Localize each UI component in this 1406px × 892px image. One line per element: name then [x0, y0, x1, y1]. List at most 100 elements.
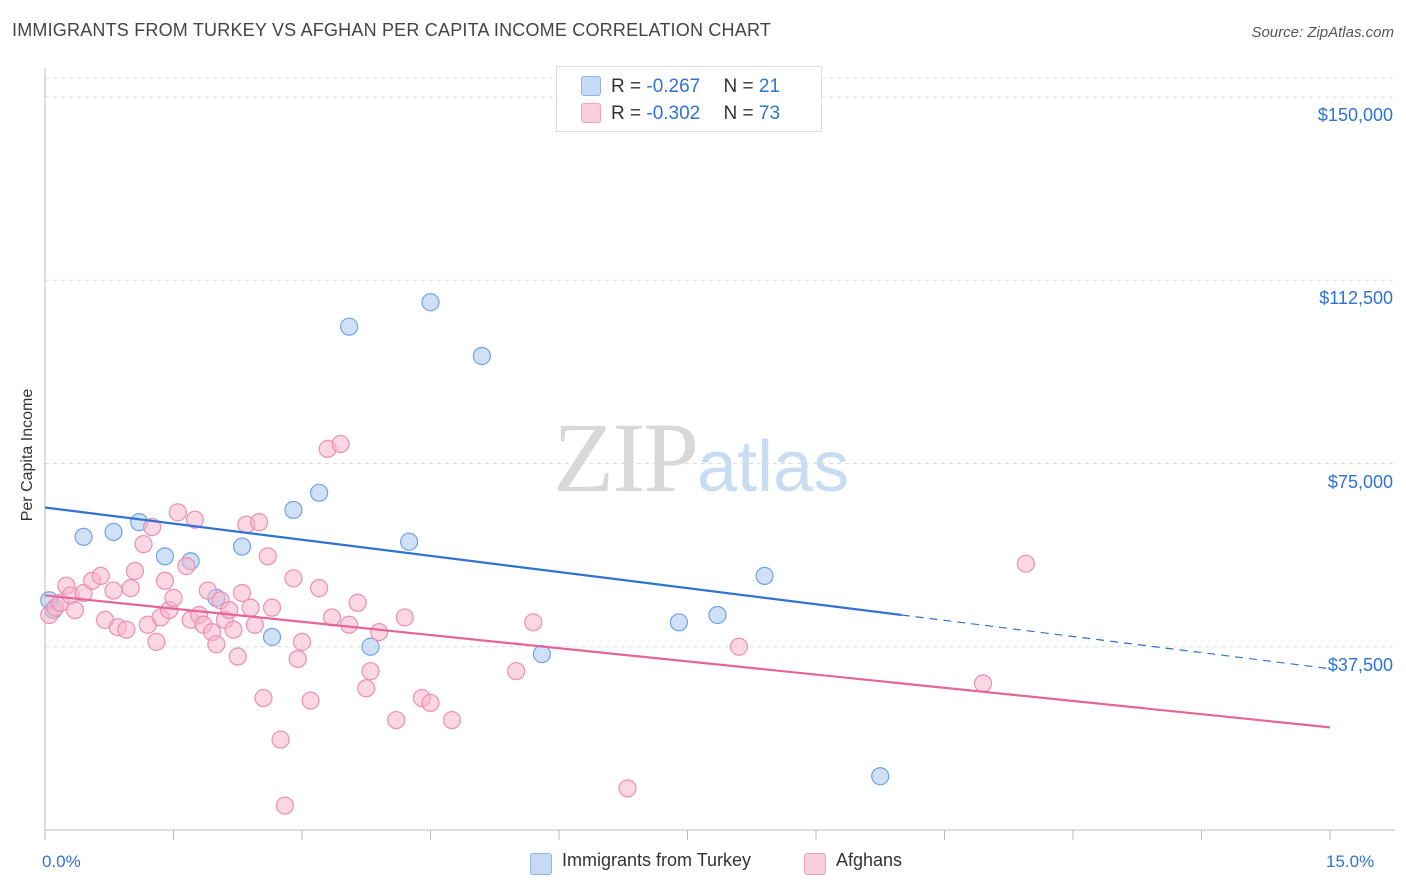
- correlation-legend: R = -0.267 N = 21 R = -0.302 N = 73: [556, 66, 822, 132]
- chart-source: Source: ZipAtlas.com: [1251, 24, 1394, 41]
- legend-row-turkey: R = -0.267 N = 21: [581, 76, 780, 98]
- afghan-point: [524, 613, 543, 632]
- afghan-point: [168, 503, 187, 522]
- turkey-point: [310, 483, 329, 502]
- legend-swatch-turkey: [581, 76, 601, 96]
- afghan-point: [224, 620, 243, 639]
- turkey-point: [669, 613, 689, 632]
- afghan-point: [618, 779, 637, 798]
- afghan-point: [177, 557, 196, 576]
- series-legend: Immigrants from Turkey Afghans: [0, 850, 1406, 878]
- afghan-point: [134, 535, 153, 554]
- y-tick-label: $75,000: [1327, 471, 1393, 492]
- afghan-point: [155, 571, 175, 590]
- afghan-point: [973, 674, 993, 693]
- turkey-point: [155, 547, 175, 566]
- turkey-point: [361, 637, 380, 656]
- turkey-point: [262, 627, 282, 647]
- afghan-point: [185, 510, 205, 529]
- afghan-point: [207, 635, 226, 654]
- afghan-point: [395, 608, 414, 627]
- turkey-point: [399, 532, 419, 551]
- n-label: N =: [723, 103, 759, 124]
- afghan-point: [275, 796, 294, 815]
- afghan-point: [232, 583, 252, 603]
- turkey-point: [421, 293, 440, 312]
- afghan-point: [292, 632, 312, 651]
- afghan-point: [262, 598, 282, 617]
- turkey-point: [472, 346, 491, 366]
- afghan-point: [729, 637, 749, 656]
- afghan-point: [301, 691, 320, 710]
- n-value: 73: [758, 103, 781, 124]
- legend-swatch-afghans: [804, 853, 826, 875]
- afghan-point: [284, 569, 303, 588]
- x-tick-label-min: 0.0%: [42, 852, 81, 871]
- y-tick-label: $150,000: [1317, 105, 1393, 125]
- afghan-point: [331, 434, 350, 454]
- afghan-point: [241, 598, 260, 617]
- turkey-trend-extrapolation: [901, 614, 1331, 670]
- afghan-point: [250, 513, 269, 532]
- afghan-point: [228, 647, 247, 666]
- r-value: -0.302: [646, 103, 701, 124]
- afghan-point: [442, 710, 462, 730]
- afghan-point: [117, 620, 136, 639]
- afghan-point: [348, 593, 367, 612]
- turkey-point: [104, 522, 123, 542]
- watermark-zip: ZIP: [553, 402, 699, 513]
- legend-swatch-afghans: [581, 103, 601, 123]
- afghan-point: [507, 662, 526, 681]
- r-label: R =: [611, 103, 647, 124]
- afghan-point: [198, 581, 217, 600]
- afghan-point: [65, 600, 85, 620]
- afghan-point: [361, 662, 380, 681]
- afghan-point: [254, 688, 273, 708]
- turkey-point: [340, 317, 359, 336]
- zipatlas-watermark: ZIPatlas: [553, 400, 849, 515]
- afghan-point: [370, 622, 389, 642]
- afghan-point: [125, 561, 145, 581]
- turkey-point: [871, 767, 890, 786]
- afghan-point: [357, 679, 376, 698]
- x-tick-label-max: 15.0%: [1326, 852, 1375, 871]
- turkey-point: [708, 605, 727, 625]
- y-axis-label: Per Capita Income: [19, 388, 36, 522]
- afghan-point: [288, 649, 307, 669]
- legend-item-turkey: Immigrants from Turkey: [530, 850, 752, 875]
- turkey-trend-line: [44, 506, 902, 617]
- turkey-point: [74, 527, 93, 546]
- legend-label-turkey: Immigrants from Turkey: [562, 850, 752, 870]
- watermark-atlas: atlas: [697, 427, 850, 507]
- afghan-point: [1016, 554, 1035, 573]
- afghan-point: [340, 615, 359, 634]
- chart-title: IMMIGRANTS FROM TURKEY VS AFGHAN PER CAP…: [12, 20, 772, 40]
- afghan-point: [142, 517, 162, 537]
- turkey-point: [755, 566, 774, 585]
- legend-item-afghans: Afghans: [804, 850, 903, 875]
- afghan-point: [147, 632, 166, 651]
- legend-row-afghans: R = -0.302 N = 73: [581, 103, 780, 125]
- afghan-point: [421, 693, 440, 713]
- legend-swatch-turkey: [530, 853, 552, 875]
- legend-label-afghans: Afghans: [836, 850, 903, 870]
- r-value: -0.267: [646, 76, 701, 97]
- afghan-trend-line: [44, 594, 1331, 729]
- turkey-point: [232, 537, 252, 556]
- afghan-point: [91, 566, 110, 585]
- y-tick-label: $112,500: [1319, 288, 1393, 309]
- afghan-point: [258, 547, 277, 566]
- n-label: N =: [723, 76, 759, 97]
- n-value: 21: [758, 76, 781, 97]
- afghan-point: [104, 581, 123, 600]
- afghan-point: [310, 579, 329, 598]
- afghan-point: [271, 730, 290, 749]
- y-tick-label: $37,500: [1327, 654, 1393, 675]
- afghan-point: [121, 579, 140, 598]
- turkey-point: [284, 500, 303, 520]
- afghan-point: [245, 615, 264, 634]
- r-label: R =: [611, 76, 647, 97]
- afghan-point: [164, 588, 183, 607]
- afghan-point: [387, 710, 406, 730]
